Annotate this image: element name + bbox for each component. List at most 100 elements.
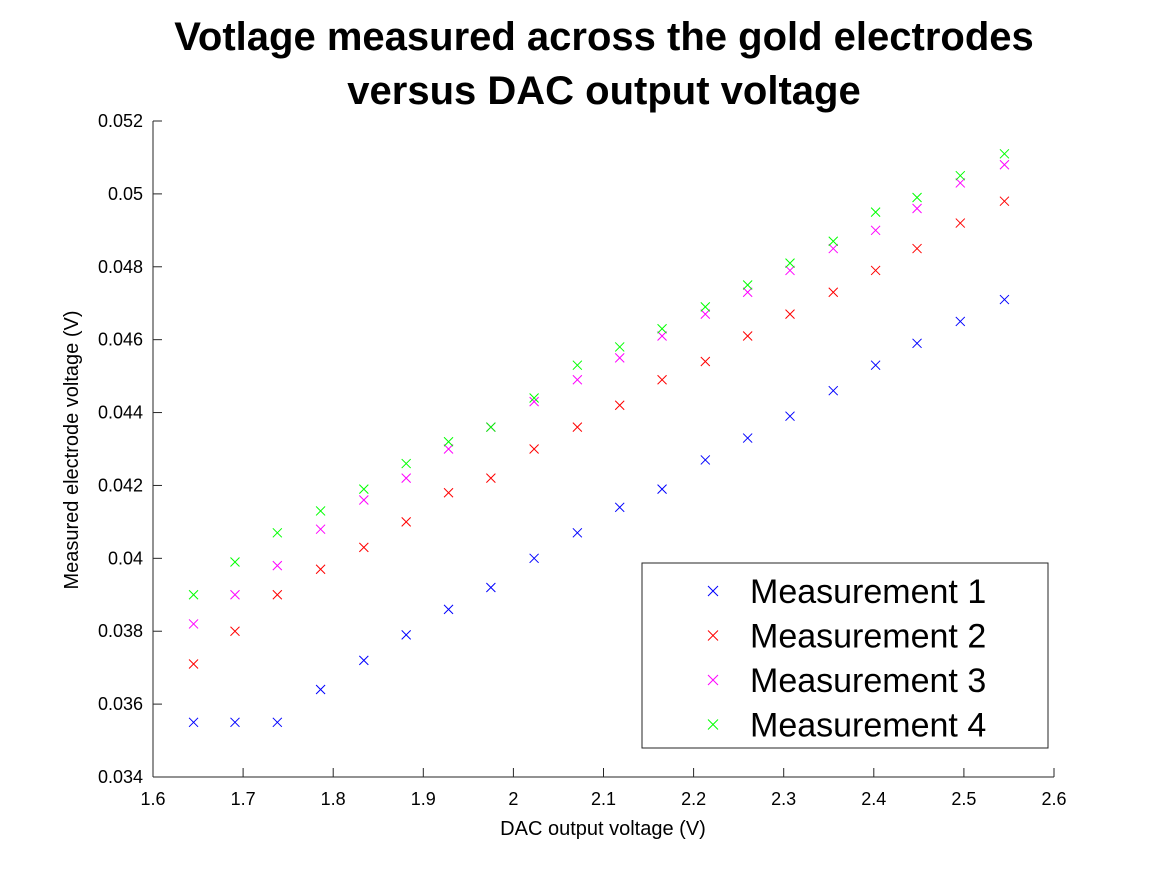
data-point [700,309,711,320]
chart-title: Votlage measured across the gold electro… [174,15,1034,113]
data-point [955,316,966,327]
data-point [529,444,539,454]
data-point [315,506,326,516]
data-point [614,342,625,352]
data-point [657,484,667,494]
data-point [529,396,539,407]
data-point [188,619,199,629]
data-point [828,287,839,298]
chart-title-line-2: versus DAC output voltage [347,69,860,113]
data-point [785,411,795,422]
data-point [742,433,753,443]
y-axis-ticks: 0.034 0.036 0.038 0.04 0.042 0.044 0.046 0.048 0… [98,111,162,787]
data-point [912,203,922,214]
data-point [742,287,753,298]
data-point [230,717,240,728]
x-tick-label: 2.4 [861,789,886,809]
x-axis-ticks: 1.6 1.7 1.8 1.9 2 2.1 2.2 2.3 2.4 2.5 2.6 [140,768,1067,809]
data-point [272,589,283,600]
data-point [572,527,583,538]
data-point [657,323,667,334]
data-point [188,659,199,669]
x-tick-label: 1.7 [231,789,256,809]
data-point [742,280,753,290]
legend-label: Measurement 3 [750,662,986,700]
data-markers [188,148,1010,728]
data-point [912,338,922,349]
data-point [358,542,369,553]
data-point [315,524,326,535]
data-point [999,196,1010,207]
data-point [401,473,412,484]
data-point [999,148,1010,159]
x-tick-label: 1.8 [321,789,346,809]
data-point [230,589,240,600]
y-tick-label: 0.038 [98,621,143,641]
data-point [401,517,412,527]
data-point [870,360,881,371]
y-tick-label: 0.034 [98,767,143,787]
x-tick-label: 1.6 [140,789,165,809]
x-tick-label: 2.1 [591,789,616,809]
y-tick-label: 0.036 [98,694,143,714]
data-point [785,265,795,276]
data-point [955,218,966,228]
legend: Measurement 1 Measurement 2 Measurement 3 M… [641,562,1049,749]
x-tick-label: 1.9 [411,789,436,809]
x-tick-label: 2.6 [1041,789,1066,809]
data-point [700,356,711,367]
data-point [315,684,326,695]
series-measurement-1 [188,294,1010,728]
y-tick-label: 0.052 [98,111,143,131]
data-point [358,655,369,666]
x-tick-label: 2.3 [771,789,796,809]
x-axis-label: DAC output voltage (V) [500,818,706,840]
legend-label: Measurement 1 [750,573,986,611]
data-point [785,258,795,268]
legend-label: Measurement 4 [750,707,986,745]
data-point [529,553,539,564]
y-tick-label: 0.04 [108,548,143,568]
data-point [230,557,240,567]
data-point [912,192,922,203]
data-point [272,527,283,538]
series-measurement-2 [188,196,1010,669]
series-measurement-4 [188,148,1010,600]
data-point [614,353,625,363]
x-tick-label: 2.5 [951,789,976,809]
y-tick-label: 0.05 [108,184,143,204]
data-point [955,170,966,181]
data-point [401,458,412,469]
data-point [870,207,881,217]
data-point [999,294,1010,305]
data-point [529,393,539,403]
y-axis-label: Measured electrode voltage (V) [61,310,83,589]
series-measurement-3 [188,159,1010,629]
data-point [614,502,625,513]
data-point [785,309,795,320]
data-point [742,331,753,341]
data-point [614,400,625,411]
x-tick-label: 2.2 [681,789,706,809]
data-point [486,582,496,593]
data-point [572,422,583,432]
data-point [188,717,199,728]
data-point [828,243,839,254]
chart-title-line-1: Votlage measured across the gold electro… [174,15,1034,59]
data-point [443,487,454,498]
y-tick-label: 0.046 [98,330,143,350]
data-point [657,331,667,341]
data-point [443,444,454,454]
data-point [700,455,711,465]
data-point [828,236,839,247]
legend-marker [707,674,719,686]
legend-label: Measurement 2 [750,618,986,656]
legend-marker [707,719,719,730]
data-point [443,604,454,615]
data-point [572,374,583,385]
data-point [315,564,326,575]
data-point [657,374,667,385]
legend-marker [707,585,719,597]
data-point [230,626,240,637]
